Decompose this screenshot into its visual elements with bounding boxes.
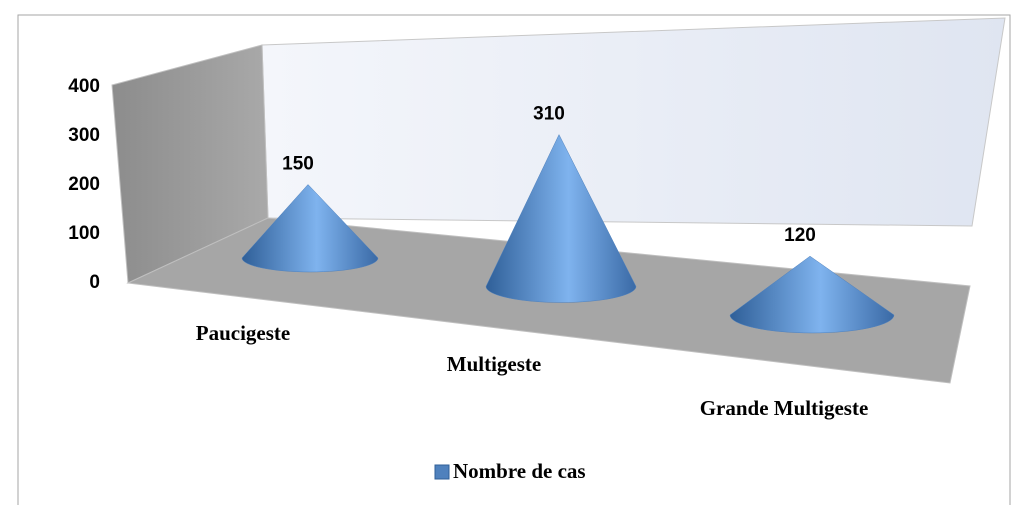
x-tick-label: Grande Multigeste — [700, 396, 869, 420]
legend-label: Nombre de cas — [453, 459, 586, 483]
cone — [729, 255, 895, 334]
legend-swatch — [434, 464, 450, 480]
y-tick-label: 100 — [68, 223, 100, 244]
plot: 150 310 120 — [241, 104, 895, 334]
back-wall — [261, 17, 1006, 227]
data-label: 120 — [784, 225, 816, 246]
y-tick-label: 300 — [68, 125, 100, 146]
y-tick-label: 400 — [68, 76, 100, 97]
data-label: 310 — [533, 104, 565, 125]
x-tick-label: Multigeste — [447, 352, 541, 376]
data-label: 150 — [282, 154, 314, 175]
frame — [17, 14, 1011, 505]
y-tick-label: 0 — [89, 272, 100, 293]
x-tick-label: Paucigeste — [196, 321, 290, 345]
y-tick-label: 200 — [68, 174, 100, 195]
cone — [241, 184, 379, 273]
cone — [485, 134, 637, 303]
